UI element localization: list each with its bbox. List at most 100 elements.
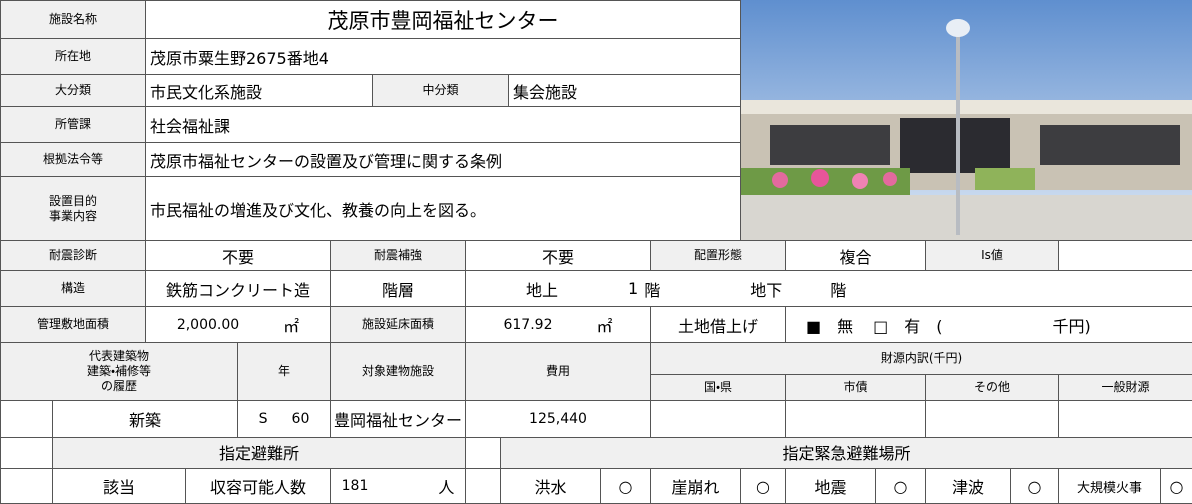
facility-name-text: 茂原市豊岡福祉センター: [327, 8, 559, 33]
reinforcement-label: 耐震補強: [330, 240, 466, 271]
lease-value-text: ■ 無: [806, 316, 854, 336]
history-label-text: 代表建築物: [88, 349, 149, 363]
category-label: 大分類: [0, 74, 146, 107]
site-area-label-text: 管理敷地面積: [36, 317, 109, 331]
diagnosis-value: 不要: [145, 240, 331, 271]
legal-basis-label: 根拠法令等: [0, 142, 146, 177]
shelter-label: 指定避難所: [52, 437, 466, 469]
department-label: 所管課: [0, 106, 146, 143]
layout-value-text: 複合: [839, 247, 872, 267]
hazard-name: 津波: [925, 468, 1011, 504]
floors-value-text: 1: [628, 279, 639, 298]
funding-col-header: 市債: [785, 374, 926, 401]
history-target-text: 豊岡福祉センター: [333, 411, 462, 430]
emergency-label-text: 指定緊急避難場所: [782, 443, 911, 463]
location-label-text: 所在地: [54, 49, 91, 63]
capacity-label: 収容可能人数: [185, 468, 331, 504]
reinforcement-value-text: 不要: [541, 247, 574, 267]
lease-value: ■ 無 □ 有 (千円): [785, 306, 1192, 343]
hazard-name: 地震: [785, 468, 876, 504]
category-value-text: 市民文化系施設: [150, 82, 263, 102]
funding-col-header: その他: [925, 374, 1059, 401]
purpose-value-text: 市民福祉の増進及び文化、教養の向上を図る。: [150, 200, 487, 220]
history-year: S 60: [237, 400, 331, 438]
shelter-label-text: 指定避難所: [218, 443, 299, 463]
legal-basis-value-text: 茂原市福祉センターの設置及び管理に関する条例: [150, 151, 503, 171]
history-type: 新築: [52, 400, 238, 438]
hazard-name: 洪水: [500, 468, 601, 504]
funding-col-header-text: 市債: [843, 380, 868, 394]
lease-value-text: 千円): [1052, 316, 1091, 336]
purpose-label-text: 事業内容: [48, 208, 97, 223]
hazard-name-text: 地震: [814, 478, 847, 497]
facility-name: 茂原市豊岡福祉センター: [145, 0, 741, 39]
location-value-text: 茂原市粟生野2675番地4: [150, 48, 329, 68]
funding-col-header-text: 一般財源: [1101, 380, 1150, 394]
row-spacer: [465, 437, 501, 469]
capacity-value: 181 人: [330, 468, 466, 504]
hazard-mark: ○: [1010, 468, 1059, 504]
history-year-text: 60: [291, 411, 310, 427]
facility-photo: [740, 0, 1192, 240]
subcategory-value-text: 集会施設: [513, 82, 578, 102]
department-value-text: 社会福祉課: [150, 116, 231, 136]
row-spacer: [0, 400, 53, 438]
legal-basis-label-text: 根拠法令等: [42, 152, 103, 166]
location-label: 所在地: [0, 38, 146, 75]
history-type-text: 新築: [128, 411, 161, 430]
history-label: 代表建築物 建築・補修等 の履歴: [0, 342, 238, 401]
facility-label: 施設名称: [0, 0, 146, 39]
history-label-text: の履歴: [100, 379, 137, 393]
hazard-mark: ○: [600, 468, 651, 504]
funding-col-header-text: 国・県: [703, 380, 733, 394]
hazard-name: 大規模火事: [1058, 468, 1161, 504]
funding-value: [925, 400, 1059, 438]
floors-label: 階層: [330, 270, 466, 307]
shelter-value: 該当: [52, 468, 186, 504]
purpose-value: 市民福祉の増進及び文化、教養の向上を図る。: [145, 176, 741, 241]
structure-label-text: 構造: [60, 281, 85, 295]
funding-col-header: 一般財源: [1058, 374, 1192, 401]
hazard-mark-text: ○: [1027, 476, 1042, 496]
hazard-mark-text: ○: [756, 476, 770, 496]
floors-value-text: 階: [830, 280, 847, 300]
site-area-value: 2,000.00 ㎡: [145, 306, 331, 343]
layout-value: 複合: [785, 240, 926, 271]
funding-col-header-text: その他: [973, 380, 1010, 394]
category-value: 市民文化系施設: [145, 74, 373, 107]
history-target: 豊岡福祉センター: [330, 400, 466, 438]
capacity-label-text: 収容可能人数: [209, 478, 306, 497]
hazard-name: 崖崩れ: [650, 468, 741, 504]
diagnosis-label: 耐震診断: [0, 240, 146, 271]
history-year-text: S: [258, 411, 268, 427]
floors-value-text: 地上: [526, 280, 559, 300]
target-header-text: 対象建物施設: [361, 364, 434, 378]
hazard-mark: ○: [1160, 468, 1192, 504]
hazard-name-text: 崖崩れ: [671, 478, 720, 497]
diagnosis-value-text: 不要: [221, 247, 254, 267]
year-header: 年: [237, 342, 331, 401]
reinforcement-value: 不要: [465, 240, 651, 271]
hazard-name-text: 洪水: [534, 478, 567, 497]
diagnosis-label-text: 耐震診断: [48, 248, 97, 262]
structure-label: 構造: [0, 270, 146, 307]
hazard-name-text: 大規模火事: [1076, 480, 1142, 496]
floor-area-value: 617.92 ㎡: [465, 306, 651, 343]
reinforcement-label-text: 耐震補強: [373, 248, 422, 262]
department-value: 社会福祉課: [145, 106, 741, 143]
target-header: 対象建物施設: [330, 342, 466, 401]
shelter-value-text: 該当: [102, 478, 135, 497]
department-label-text: 所管課: [54, 117, 91, 131]
is-label-text: Is値: [981, 248, 1003, 262]
subcategory-value: 集会施設: [508, 74, 741, 107]
location-value: 茂原市粟生野2675番地4: [145, 38, 741, 75]
hazard-name-text: 津波: [951, 478, 984, 497]
lease-label: 土地借上げ: [650, 306, 786, 343]
row-spacer: [0, 437, 53, 469]
layout-label: 配置形態: [650, 240, 786, 271]
funding-header-text: 財源内訳(千円): [880, 351, 963, 365]
structure-value-text: 鉄筋コンクリート造: [165, 280, 310, 300]
